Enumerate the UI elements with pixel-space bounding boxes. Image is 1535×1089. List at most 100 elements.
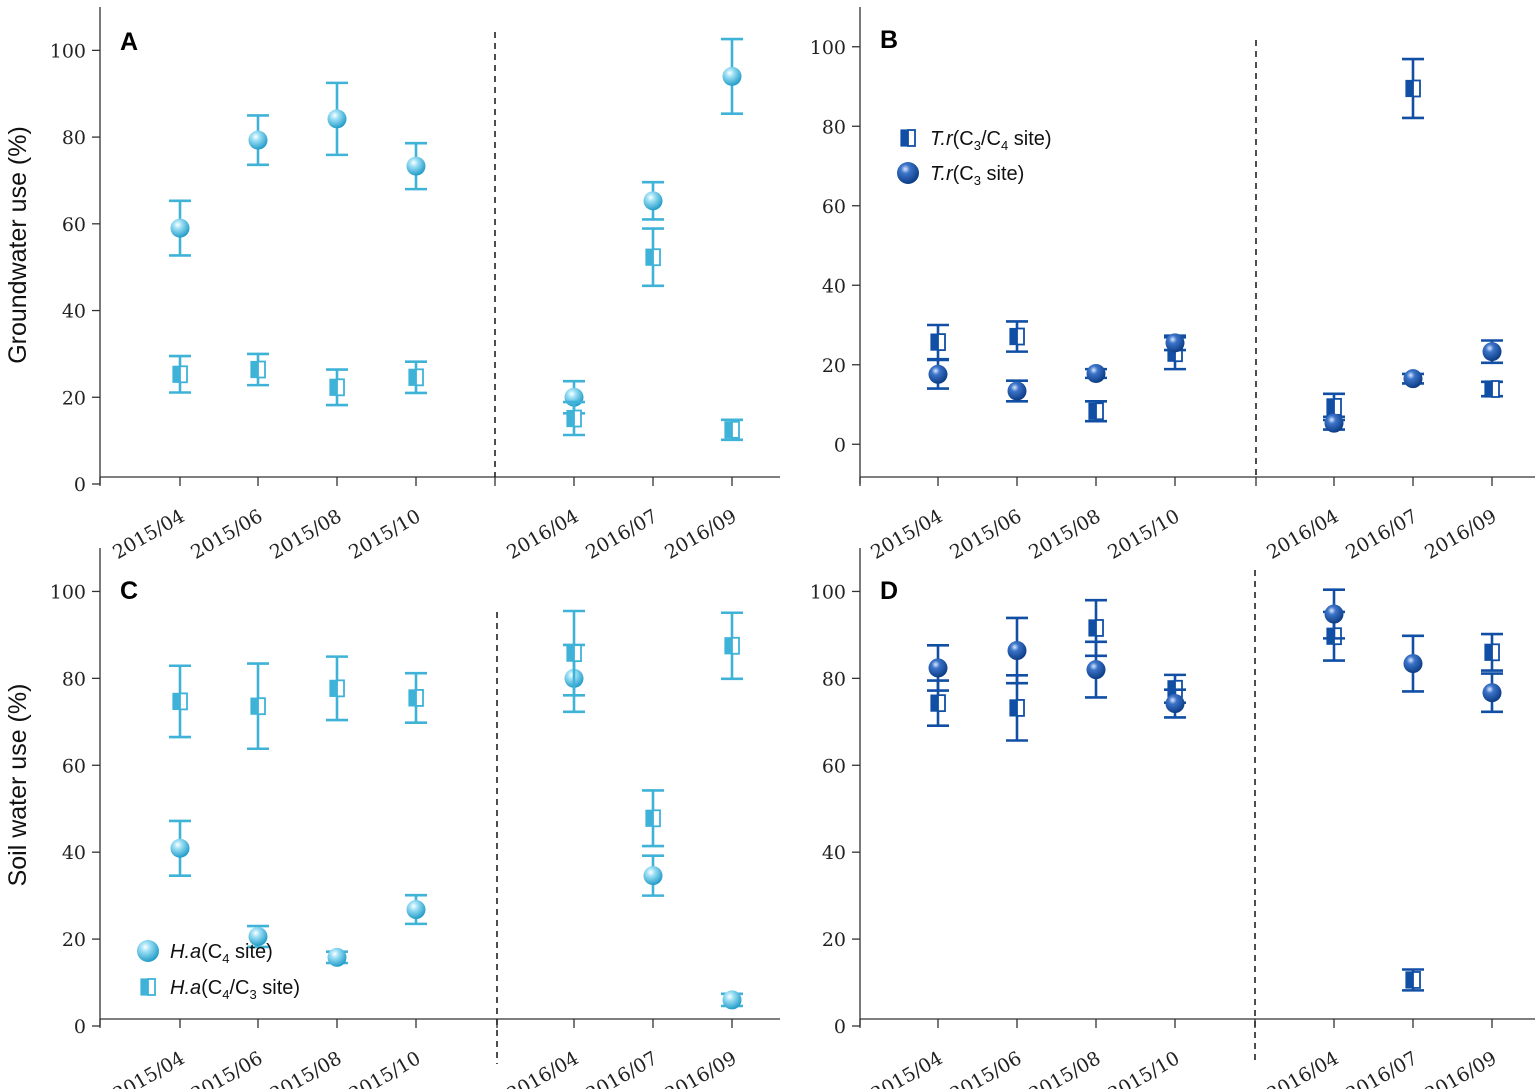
y-tick-label: 60 <box>62 214 86 236</box>
x-tick-label: 2016/09 <box>661 1047 740 1089</box>
data-point-fill <box>724 421 733 439</box>
legend-text-part: /C <box>981 128 1001 150</box>
legend-marker <box>897 162 919 184</box>
data-point <box>1482 342 1502 362</box>
y-tick-label: 100 <box>810 37 846 59</box>
data-point-open <box>257 360 266 379</box>
data-point <box>408 689 424 707</box>
x-tick-label: 2015/06 <box>187 505 266 564</box>
y-tick-label: 60 <box>62 755 86 777</box>
y-tick-label: 0 <box>74 1016 86 1038</box>
legend-text-part: (C <box>201 977 222 999</box>
data-point <box>327 947 347 967</box>
x-tick-label: 2015/08 <box>1025 505 1104 564</box>
panel-b: 0 20 40 60 80 100 2015/04 2015/06 2015/08 2015/10… <box>810 7 1535 564</box>
data-point-fill <box>1088 402 1097 420</box>
data-point <box>1324 604 1344 624</box>
data-point <box>645 248 661 267</box>
legend: H.a(C4 site) H.a(C4/C3 site) <box>137 940 300 1002</box>
data-point-fill <box>329 378 338 396</box>
x-tick-label: 2015/06 <box>946 505 1025 564</box>
data-point <box>248 926 268 946</box>
x-tick-label: 2016/04 <box>1263 1047 1342 1089</box>
data-point-fill <box>250 697 259 715</box>
x-tick-label: 2016/09 <box>1421 505 1500 564</box>
data-point <box>406 900 426 920</box>
data-point-open <box>652 248 661 267</box>
series-0 <box>169 37 743 415</box>
legend-marker-fill <box>140 978 149 996</box>
data-point-fill <box>645 248 654 266</box>
data-point <box>722 66 742 86</box>
data-point <box>1009 699 1025 717</box>
y-tick-label: 80 <box>822 116 846 138</box>
data-point-fill <box>1009 699 1018 717</box>
legend-label: H.a(C4/C3 site) <box>170 977 300 1002</box>
data-point-fill <box>930 333 939 351</box>
y-tick-label: 0 <box>834 434 846 456</box>
data-point-open <box>179 692 188 711</box>
data-point <box>930 333 946 351</box>
data-point <box>645 809 661 828</box>
x-tick-label: 2015/06 <box>946 1047 1025 1089</box>
legend-marker-open <box>907 129 916 147</box>
data-point <box>724 420 740 439</box>
data-point <box>327 109 347 129</box>
y-tick-label: 80 <box>62 668 86 690</box>
data-point <box>1484 380 1500 398</box>
legend-species: T.r <box>930 128 954 150</box>
legend-label: H.a(C4 site) <box>170 941 273 966</box>
data-point-open <box>573 409 582 428</box>
data-point-open <box>1095 619 1104 637</box>
data-point-fill <box>1009 327 1018 346</box>
data-point <box>930 694 946 713</box>
y-tick-label: 40 <box>822 275 846 297</box>
data-point-open <box>652 809 661 828</box>
data-point <box>643 866 663 886</box>
y-tick-label: 0 <box>834 1016 846 1038</box>
x-tick-label: 2016/07 <box>582 505 661 564</box>
legend-marker-open <box>147 978 156 996</box>
data-point <box>329 378 345 397</box>
x-tick-label: 2015/04 <box>867 505 946 564</box>
data-point <box>1088 402 1104 421</box>
legend-text-part: site) <box>229 941 272 963</box>
series-0 <box>927 57 1503 423</box>
x-tick-label: 2016/04 <box>503 1047 582 1089</box>
data-point-open <box>336 378 345 397</box>
panel-label: B <box>880 26 898 54</box>
data-point-fill <box>172 692 181 710</box>
y-tick-label: 40 <box>822 842 846 864</box>
data-point <box>566 409 582 428</box>
legend-marker <box>900 129 916 147</box>
x-tick-label: 2016/09 <box>661 505 740 564</box>
data-point-open <box>336 679 345 698</box>
legend-text-part: (C <box>953 128 974 150</box>
legend-species: H.a <box>170 941 201 963</box>
legend-label: T.r(C3/C4 site) <box>930 128 1052 153</box>
y-tick-label: 20 <box>822 929 846 951</box>
legend-text-part: site) <box>257 977 300 999</box>
y-tick-label: 60 <box>822 755 846 777</box>
x-tick-label: 2015/10 <box>1104 505 1183 564</box>
series-1 <box>927 588 1503 719</box>
data-point-fill <box>724 637 733 655</box>
y-tick-label: 100 <box>810 581 846 603</box>
data-point <box>928 658 948 678</box>
data-point-fill <box>1326 398 1335 416</box>
data-point-fill <box>1405 79 1414 98</box>
legend-label: T.r(C3 site) <box>930 163 1024 188</box>
data-point <box>1405 971 1421 989</box>
data-point <box>1007 641 1027 661</box>
data-point <box>329 679 345 698</box>
data-point <box>724 636 740 655</box>
data-point <box>1088 619 1104 637</box>
panel-label: C <box>120 577 138 605</box>
x-tick-label: 2016/07 <box>1342 1047 1421 1089</box>
legend: T.r(C3/C4 site) T.r(C3 site) <box>897 128 1052 188</box>
legend-subscript: 3 <box>249 987 256 1002</box>
y-tick-label: 40 <box>62 842 86 864</box>
data-point <box>170 838 190 858</box>
legend-text-part: /C <box>229 977 249 999</box>
